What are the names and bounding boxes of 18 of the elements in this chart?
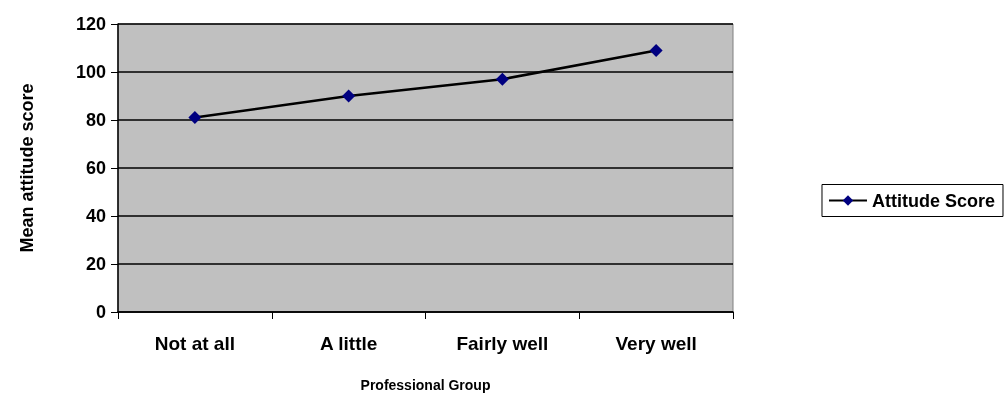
point xyxy=(495,72,509,86)
x-tick-label: Not at all xyxy=(154,333,235,354)
y-tick-label: 60 xyxy=(85,158,106,178)
x-axis-title: Professional Group xyxy=(360,377,491,393)
point xyxy=(342,89,356,103)
y-tick-label: 20 xyxy=(85,254,106,274)
y-tick-label: 100 xyxy=(75,62,106,82)
x-tick-label: Very well xyxy=(615,333,697,354)
point xyxy=(649,43,663,57)
y-tick-label: 120 xyxy=(75,14,106,34)
y-tick-label: 0 xyxy=(95,302,106,322)
x-tick-label: Fairly well xyxy=(456,333,549,354)
legend-label: Attitude Score xyxy=(871,190,995,211)
y-tick-label: 80 xyxy=(85,110,106,130)
y-tick-label: 40 xyxy=(85,206,106,226)
y-axis-title: Mean attitude score xyxy=(17,83,37,253)
x-tick-label: A little xyxy=(319,333,378,354)
point xyxy=(188,111,202,125)
